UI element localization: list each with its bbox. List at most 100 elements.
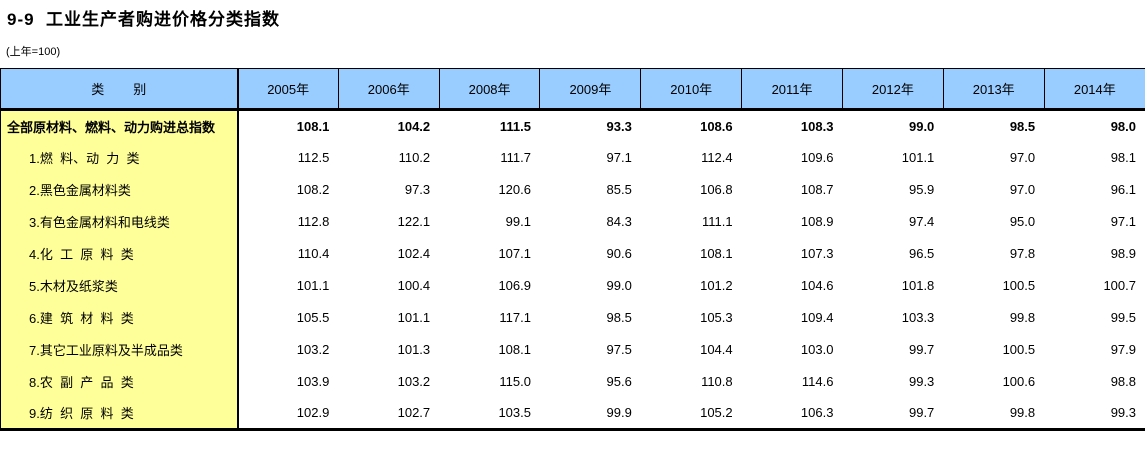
value-cell: 112.5: [237, 141, 339, 174]
table-row: 5.木材及纸浆类 101.1 100.4 106.9 99.0 101.2 104.6 101…: [0, 269, 1145, 302]
value-cell: 99.3: [1044, 397, 1145, 431]
value-cell: 97.9: [1044, 333, 1145, 366]
value-cell: 99.7: [842, 333, 944, 366]
table-row: 6.建 筑 材 料 类 105.5 101.1 117.1 98.5 105.3 109.4…: [0, 301, 1145, 334]
table-row: 4.化 工 原 料 类 110.4 102.4 107.1 90.6 108.1 107.3…: [0, 237, 1145, 270]
value-cell: 117.1: [439, 301, 540, 334]
price-index-table: 类 别 2005年 2006年 2008年 2009年 2010年 2011年 2012年 2…: [0, 68, 1145, 431]
value-cell: 90.6: [539, 237, 641, 270]
value-cell: 122.1: [338, 205, 440, 238]
value-cell: 98.1: [1044, 141, 1145, 174]
value-cell: 103.3: [842, 301, 944, 334]
table-row: 3.有色金属材料和电线类 112.8 122.1 99.1 84.3 111.1 108.9…: [0, 205, 1145, 238]
value-cell: 98.0: [1044, 109, 1145, 142]
year-header: 2011年: [741, 68, 843, 111]
value-cell: 97.1: [1044, 205, 1145, 238]
value-cell: 100.5: [943, 269, 1045, 302]
value-cell: 108.2: [237, 173, 339, 206]
year-header: 2012年: [841, 68, 944, 111]
value-cell: 111.5: [439, 109, 540, 142]
category-cell: 9.纺 织 原 料 类: [0, 397, 239, 431]
value-cell: 103.0: [741, 333, 843, 366]
value-cell: 95.6: [539, 365, 641, 398]
category-cell: 7.其它工业原料及半成品类: [0, 333, 239, 366]
value-cell: 98.9: [1044, 237, 1145, 270]
value-cell: 104.2: [338, 109, 440, 142]
year-header: 2014年: [1043, 68, 1145, 111]
table-row: 1.燃 料、动 力 类 112.5 110.2 111.7 97.1 112.4 109.6…: [0, 141, 1145, 174]
value-cell: 100.4: [338, 269, 440, 302]
value-cell: 107.1: [439, 237, 540, 270]
year-header: 2008年: [438, 68, 541, 111]
value-cell: 108.9: [741, 205, 843, 238]
value-cell: 101.2: [640, 269, 742, 302]
category-cell: 2.黑色金属材料类: [0, 173, 239, 206]
year-header: 2010年: [640, 68, 743, 111]
value-cell: 108.6: [640, 109, 742, 142]
value-cell: 109.6: [741, 141, 843, 174]
value-cell: 99.5: [1044, 301, 1145, 334]
value-cell: 99.3: [842, 365, 944, 398]
table-row: 9.纺 织 原 料 类 102.9 102.7 103.5 99.9 105.2 106.3…: [0, 397, 1145, 431]
value-cell: 112.4: [640, 141, 742, 174]
value-cell: 108.1: [237, 109, 339, 142]
category-cell: 3.有色金属材料和电线类: [0, 205, 239, 238]
value-cell: 110.4: [237, 237, 339, 270]
value-cell: 97.1: [539, 141, 641, 174]
year-header: 2009年: [539, 68, 642, 111]
table-row: 7.其它工业原料及半成品类 103.2 101.3 108.1 97.5 104.4 103…: [0, 333, 1145, 366]
value-cell: 102.9: [237, 397, 339, 431]
table-row: 全部原材料、燃料、动力购进总指数 108.1 104.2 111.5 93.3 108.6…: [0, 109, 1145, 142]
value-cell: 111.1: [640, 205, 742, 238]
value-cell: 110.2: [338, 141, 440, 174]
table-body: 全部原材料、燃料、动力购进总指数 108.1 104.2 111.5 93.3 108.6…: [0, 109, 1145, 431]
value-cell: 101.1: [338, 301, 440, 334]
value-cell: 108.1: [439, 333, 540, 366]
category-cell: 5.木材及纸浆类: [0, 269, 239, 302]
value-cell: 99.9: [539, 397, 641, 431]
value-cell: 100.5: [943, 333, 1045, 366]
category-column-header: 类 别: [0, 68, 239, 111]
value-cell: 104.4: [640, 333, 742, 366]
category-cell: 6.建 筑 材 料 类: [0, 301, 239, 334]
header-row: 类 别 2005年 2006年 2008年 2009年 2010年 2011年 2012年 2…: [0, 68, 1145, 111]
table-row: 8.农 副 产 品 类 103.9 103.2 115.0 95.6 110.8 114.6…: [0, 365, 1145, 398]
value-cell: 101.1: [237, 269, 339, 302]
value-cell: 93.3: [539, 109, 641, 142]
value-cell: 100.7: [1044, 269, 1145, 302]
value-cell: 108.1: [640, 237, 742, 270]
table-header: 类 别 2005年 2006年 2008年 2009年 2010年 2011年 2012年 2…: [0, 68, 1145, 111]
value-cell: 105.3: [640, 301, 742, 334]
category-cell: 4.化 工 原 料 类: [0, 237, 239, 270]
value-cell: 106.8: [640, 173, 742, 206]
value-cell: 96.5: [842, 237, 944, 270]
value-cell: 98.5: [539, 301, 641, 334]
value-cell: 99.1: [439, 205, 540, 238]
value-cell: 107.3: [741, 237, 843, 270]
category-cell: 全部原材料、燃料、动力购进总指数: [0, 109, 239, 142]
value-cell: 106.3: [741, 397, 843, 431]
value-cell: 103.2: [237, 333, 339, 366]
value-cell: 97.5: [539, 333, 641, 366]
value-cell: 98.5: [943, 109, 1045, 142]
value-cell: 99.7: [842, 397, 944, 431]
value-cell: 101.1: [842, 141, 944, 174]
value-cell: 85.5: [539, 173, 641, 206]
value-cell: 99.8: [943, 301, 1045, 334]
value-cell: 102.7: [338, 397, 440, 431]
value-cell: 104.6: [741, 269, 843, 302]
value-cell: 100.6: [943, 365, 1045, 398]
value-cell: 103.5: [439, 397, 540, 431]
value-cell: 99.0: [539, 269, 641, 302]
value-cell: 120.6: [439, 173, 540, 206]
value-cell: 115.0: [439, 365, 540, 398]
value-cell: 96.1: [1044, 173, 1145, 206]
value-cell: 106.9: [439, 269, 540, 302]
value-cell: 98.8: [1044, 365, 1145, 398]
value-cell: 95.0: [943, 205, 1045, 238]
value-cell: 97.0: [943, 173, 1045, 206]
value-cell: 101.8: [842, 269, 944, 302]
category-cell: 1.燃 料、动 力 类: [0, 141, 239, 174]
value-cell: 112.8: [237, 205, 339, 238]
